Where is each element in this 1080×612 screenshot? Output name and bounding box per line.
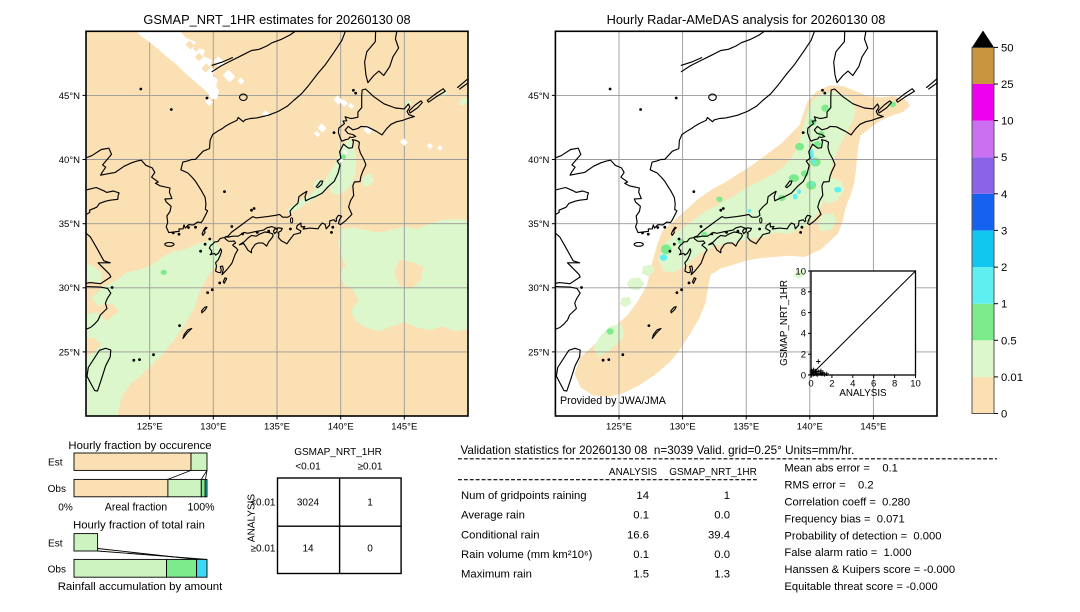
svg-text:1.3: 1.3 <box>714 569 730 581</box>
svg-text:4: 4 <box>850 379 855 390</box>
svg-text:Mean abs error = 0.1: Mean abs error = 0.1 <box>784 463 898 475</box>
svg-text:5: 5 <box>1001 152 1007 164</box>
svg-text:45°N: 45°N <box>59 91 80 102</box>
svg-text:0: 0 <box>808 379 813 390</box>
svg-text:1: 1 <box>724 490 730 502</box>
svg-text:6: 6 <box>871 379 876 390</box>
svg-text:1: 1 <box>367 498 373 509</box>
svg-text:25°N: 25°N <box>59 347 80 358</box>
svg-text:4: 4 <box>801 329 806 340</box>
svg-text:25: 25 <box>1001 79 1014 91</box>
svg-text:10: 10 <box>910 379 921 390</box>
svg-text:Correlation coeff = 0.280: Correlation coeff = 0.280 <box>784 496 910 508</box>
svg-text:25°N: 25°N <box>528 347 549 358</box>
svg-text:1: 1 <box>1001 299 1007 311</box>
svg-text:0.0: 0.0 <box>714 510 730 522</box>
svg-text:40°N: 40°N <box>528 155 549 166</box>
svg-text:Equitable threat score = -0.00: Equitable threat score = -0.000 <box>784 581 937 593</box>
svg-text:4: 4 <box>1001 189 1007 201</box>
svg-text:Provided by JWA/JMA: Provided by JWA/JMA <box>560 395 667 407</box>
svg-text:≥0.01: ≥0.01 <box>251 544 276 555</box>
svg-text:Probability of detection = 0.: Probability of detection = 0.000 <box>784 530 941 542</box>
svg-text:ANALYSIS: ANALYSIS <box>839 388 887 399</box>
svg-text:GSMAP_NRT_1HR: GSMAP_NRT_1HR <box>779 280 790 366</box>
svg-text:0.5: 0.5 <box>1001 335 1017 347</box>
svg-text:0.1: 0.1 <box>633 549 649 561</box>
svg-text:0.01: 0.01 <box>1001 372 1023 384</box>
svg-text:39.4: 39.4 <box>708 529 730 541</box>
svg-text:30°N: 30°N <box>59 283 80 294</box>
svg-text:False alarm ratio = 1.000: False alarm ratio = 1.000 <box>784 547 911 559</box>
svg-text:2: 2 <box>1001 262 1007 274</box>
svg-text:40°N: 40°N <box>59 155 80 166</box>
svg-text:GSMAP_NRT_1HR: GSMAP_NRT_1HR <box>294 447 382 458</box>
svg-text:Hourly Radar-AMeDAS analysis f: Hourly Radar-AMeDAS analysis for 2026013… <box>607 12 886 27</box>
svg-text:145°E: 145°E <box>860 422 886 433</box>
svg-text:GSMAP_NRT_1HR: GSMAP_NRT_1HR <box>669 467 757 478</box>
svg-text:125°E: 125°E <box>137 422 163 433</box>
svg-text:14: 14 <box>302 544 314 555</box>
svg-text:125°E: 125°E <box>606 422 632 433</box>
svg-text:3024: 3024 <box>297 498 320 509</box>
svg-text:Rainfall accumulation by amoun: Rainfall accumulation by amount <box>58 581 223 593</box>
svg-text:Est: Est <box>48 458 63 469</box>
svg-text:10: 10 <box>1001 116 1014 128</box>
svg-text:Validation statistics for 2026: Validation statistics for 20260130 08 n=… <box>461 444 855 457</box>
svg-text:8: 8 <box>892 379 897 390</box>
svg-text:<0.01: <0.01 <box>250 498 276 509</box>
svg-text:0: 0 <box>367 544 373 555</box>
svg-text:RMS error = 0.2: RMS error = 0.2 <box>784 480 873 492</box>
svg-text:Areal fraction: Areal fraction <box>105 502 168 514</box>
svg-text:8: 8 <box>801 287 806 298</box>
svg-text:50: 50 <box>1001 42 1014 54</box>
svg-text:2: 2 <box>829 379 834 390</box>
svg-text:0: 0 <box>1001 409 1007 421</box>
svg-text:135°E: 135°E <box>264 422 290 433</box>
svg-text:140°E: 140°E <box>328 422 354 433</box>
svg-text:45°N: 45°N <box>528 91 549 102</box>
svg-text:35°N: 35°N <box>59 219 80 230</box>
svg-text:30°N: 30°N <box>528 283 549 294</box>
svg-text:Average rain: Average rain <box>461 510 525 522</box>
svg-text:Est: Est <box>48 539 63 550</box>
svg-text:Hourly fraction by occurence: Hourly fraction by occurence <box>68 440 211 452</box>
svg-text:16.6: 16.6 <box>627 529 649 541</box>
svg-text:GSMAP_NRT_1HR estimates for 20: GSMAP_NRT_1HR estimates for 20260130 08 <box>143 12 410 27</box>
svg-text:2: 2 <box>801 350 806 361</box>
svg-text:Maximum rain: Maximum rain <box>461 569 532 581</box>
svg-text:ANALYSIS: ANALYSIS <box>609 467 657 478</box>
svg-text:Hourly fraction of total rain: Hourly fraction of total rain <box>73 520 205 532</box>
svg-text:0.1: 0.1 <box>633 510 649 522</box>
svg-text:6: 6 <box>801 308 806 319</box>
svg-text:14: 14 <box>636 490 649 502</box>
svg-text:140°E: 140°E <box>797 422 823 433</box>
svg-text:0: 0 <box>801 370 806 381</box>
svg-text:130°E: 130°E <box>200 422 226 433</box>
svg-text:Obs: Obs <box>48 565 66 576</box>
svg-text:1.5: 1.5 <box>633 569 649 581</box>
svg-text:Hanssen & Kuipers score = -0.0: Hanssen & Kuipers score = -0.000 <box>784 564 955 576</box>
svg-text:Rain volume (mm km²10⁶): Rain volume (mm km²10⁶) <box>461 549 593 561</box>
svg-text:≥0.01: ≥0.01 <box>358 461 383 472</box>
svg-text:35°N: 35°N <box>528 219 549 230</box>
svg-text:100%: 100% <box>187 502 215 514</box>
svg-text:Num of gridpoints raining: Num of gridpoints raining <box>461 490 587 502</box>
svg-text:Obs: Obs <box>48 484 66 495</box>
svg-text:3: 3 <box>1001 225 1007 237</box>
svg-text:Frequency bias = 0.071: Frequency bias = 0.071 <box>784 513 904 525</box>
svg-text:135°E: 135°E <box>733 422 759 433</box>
svg-text:145°E: 145°E <box>391 422 417 433</box>
svg-text:0.0: 0.0 <box>714 549 730 561</box>
svg-text:130°E: 130°E <box>670 422 696 433</box>
svg-text:<0.01: <0.01 <box>295 461 321 472</box>
svg-text:10: 10 <box>795 266 806 277</box>
svg-text:Conditional rain: Conditional rain <box>461 529 540 541</box>
svg-text:ANALYSIS: ANALYSIS <box>247 494 258 542</box>
svg-text:0%: 0% <box>58 503 73 514</box>
